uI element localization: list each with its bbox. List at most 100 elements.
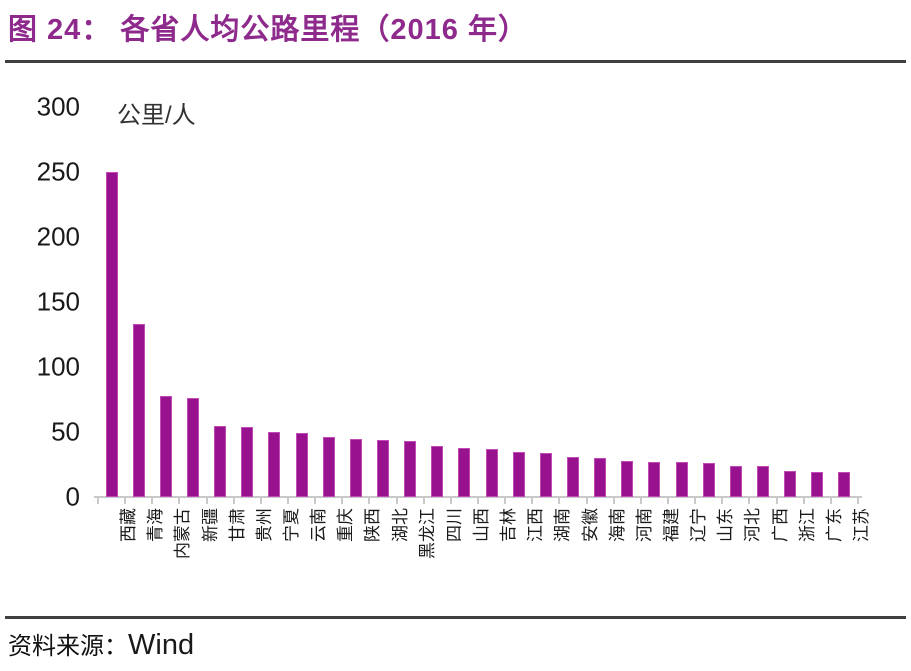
x-axis-tick-label: 四川 xyxy=(444,508,464,542)
y-axis-tick-label: 0 xyxy=(65,481,80,512)
x-axis-tick-label: 湖北 xyxy=(390,508,410,542)
x-axis-tick-label: 浙江 xyxy=(797,508,817,542)
x-axis-tick-label: 江西 xyxy=(526,508,546,542)
x-axis-tick-label: 山东 xyxy=(716,508,736,542)
x-axis-line xyxy=(94,496,862,498)
x-axis-tick-mark xyxy=(721,498,724,504)
x-axis-tick-label: 黑龙江 xyxy=(417,508,437,559)
y-axis-tick-label: 300 xyxy=(36,91,80,122)
x-axis-tick-mark xyxy=(205,498,208,504)
x-axis-tick-label: 宁夏 xyxy=(281,508,301,542)
y-axis-tick-label: 100 xyxy=(36,351,80,382)
x-axis-tick-label: 湖南 xyxy=(553,508,573,542)
x-axis-tick-mark xyxy=(287,498,289,504)
bar-西藏 xyxy=(105,172,118,497)
bar-湖北 xyxy=(377,439,389,497)
x-axis-tick-mark xyxy=(232,498,235,504)
x-axis-tick-mark xyxy=(477,498,479,504)
bar-安徽 xyxy=(567,456,579,497)
x-axis-tick-label: 甘肃 xyxy=(227,508,247,542)
x-axis-tick-mark xyxy=(857,498,859,504)
bar-青海 xyxy=(132,324,145,497)
x-axis-tick-mark xyxy=(395,498,398,504)
x-axis-tick-mark xyxy=(667,498,669,504)
x-axis-tick-mark xyxy=(639,498,642,504)
footer-divider xyxy=(5,616,906,619)
x-axis-tick-mark xyxy=(694,498,697,504)
x-axis-tick-label: 广西 xyxy=(770,508,790,542)
chart-title: 图 24： 各省人均公路里程（2016 年） xyxy=(8,14,528,46)
bar-云南 xyxy=(295,433,308,497)
x-axis-tick-label: 河南 xyxy=(634,508,654,542)
x-axis-tick-mark xyxy=(449,498,452,504)
bar-重庆 xyxy=(322,437,335,497)
x-axis-tick-label: 新疆 xyxy=(200,508,220,542)
bar-浙江 xyxy=(784,471,797,497)
x-axis-tick-mark xyxy=(97,498,99,504)
x-axis-tick-label: 西藏 xyxy=(119,508,139,542)
x-axis-tick-label: 广东 xyxy=(824,508,844,542)
bar-宁夏 xyxy=(268,432,281,497)
bar-甘肃 xyxy=(214,425,227,497)
x-axis-tick-mark xyxy=(531,498,534,504)
x-axis-tick-mark xyxy=(124,498,127,504)
x-axis-tick-label: 内蒙古 xyxy=(173,508,193,559)
bar-湖南 xyxy=(539,452,552,497)
bar-江苏 xyxy=(838,472,851,497)
source-note: 资料来源：Wind xyxy=(8,626,194,662)
x-axis-tick-label: 河北 xyxy=(743,508,763,542)
y-axis-tick-label: 200 xyxy=(36,221,80,252)
bar-海南 xyxy=(594,458,607,497)
x-axis-tick-mark xyxy=(558,498,561,504)
x-axis-tick-mark xyxy=(829,498,832,504)
x-axis-tick-label: 福建 xyxy=(661,508,681,542)
bar-河北 xyxy=(729,465,742,497)
y-axis-tick-label: 150 xyxy=(36,286,80,317)
bar-广西 xyxy=(757,465,769,497)
bar-新疆 xyxy=(187,398,199,497)
bar-吉林 xyxy=(485,448,498,497)
x-axis-tick-label: 重庆 xyxy=(336,508,356,542)
x-axis-tick-mark xyxy=(422,498,425,504)
x-axis-tick-label: 吉林 xyxy=(499,508,519,542)
x-axis-tick-label: 贵州 xyxy=(254,508,274,542)
x-axis-tick-mark xyxy=(802,498,805,504)
x-axis-tick-mark xyxy=(368,498,371,504)
x-axis-tick-mark xyxy=(585,498,588,504)
y-axis-unit-label: 公里/人 xyxy=(117,102,196,129)
x-axis-tick-mark xyxy=(748,498,751,504)
bar-黑龙江 xyxy=(404,441,417,497)
x-axis-tick-label: 海南 xyxy=(607,508,627,542)
bar-山西 xyxy=(458,447,471,497)
source-name: Wind xyxy=(128,629,195,661)
source-label: 资料来源： xyxy=(8,634,128,660)
x-axis-tick-mark xyxy=(612,498,615,504)
x-axis-tick-mark xyxy=(775,498,778,504)
x-axis-tick-label: 陕西 xyxy=(363,508,383,542)
title-divider xyxy=(5,60,906,63)
bar-江西 xyxy=(512,451,525,497)
x-axis-tick-label: 江苏 xyxy=(851,508,871,542)
bar-四川 xyxy=(431,446,444,497)
x-axis-tick-mark xyxy=(151,498,154,504)
x-axis-tick-mark xyxy=(259,498,262,504)
y-axis-tick-label: 250 xyxy=(36,156,80,187)
bar-贵州 xyxy=(241,426,254,497)
bar-陕西 xyxy=(349,438,362,497)
bar-河南 xyxy=(621,460,634,497)
x-axis-tick-mark xyxy=(178,498,181,504)
x-axis-tick-label: 青海 xyxy=(146,508,166,542)
x-axis-tick-mark xyxy=(504,498,507,504)
x-axis-tick-mark xyxy=(341,498,344,504)
bar-山东 xyxy=(702,463,715,497)
x-axis-tick-label: 安徽 xyxy=(580,508,600,542)
x-axis-tick-mark xyxy=(314,498,317,504)
bar-广东 xyxy=(811,472,824,497)
x-axis-tick-label: 辽宁 xyxy=(689,508,709,542)
y-axis-tick-label: 50 xyxy=(51,416,80,447)
bar-辽宁 xyxy=(675,461,688,497)
x-axis-tick-label: 山西 xyxy=(471,508,491,542)
bar-福建 xyxy=(648,461,661,497)
x-axis-tick-label: 云南 xyxy=(309,508,329,542)
